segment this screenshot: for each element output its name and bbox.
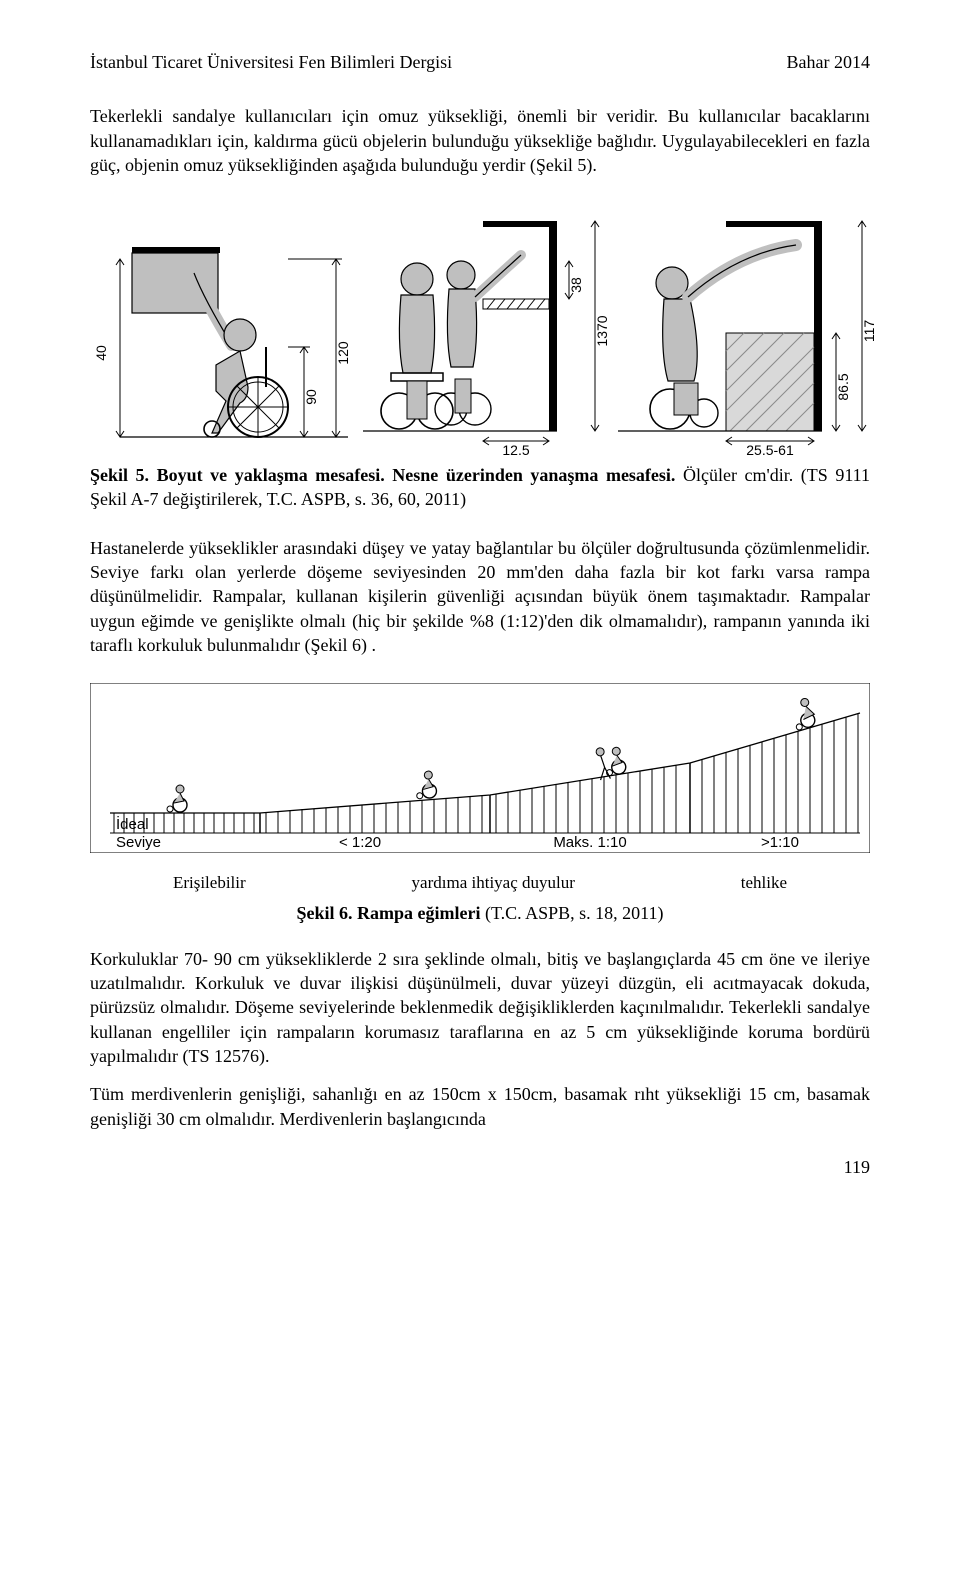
dim-86-5: 86.5 xyxy=(835,373,851,400)
slope-1: < 1:20 xyxy=(339,834,381,851)
ramp-svg: İdeal Seviye < 1:20 Maks. 1:10 >1:10 dis… xyxy=(90,683,870,853)
figure-5-caption: Şekil 5. Boyut ve yaklaşma mesafesi. Nes… xyxy=(90,463,870,512)
figure-6: İdeal Seviye < 1:20 Maks. 1:10 >1:10 dis… xyxy=(90,683,870,859)
ramp-label-help-needed: yardıma ihtiyaç duyulur xyxy=(412,872,575,895)
dim-120: 120 xyxy=(335,341,351,365)
dim-117: 117 xyxy=(861,320,877,343)
ramp-classification-row: Erişilebilir yardıma ihtiyaç duyulur teh… xyxy=(90,872,870,895)
ramp-wheelchair-4-tipping xyxy=(789,697,817,731)
dim-90: 90 xyxy=(303,389,319,405)
dim-1370: 1370 xyxy=(594,315,610,346)
figure-6-caption: Şekil 6. Rampa eğimleri (T.C. ASPB, s. 1… xyxy=(90,901,870,925)
paragraph-3: Korkuluklar 70- 90 cm yüksekliklerde 2 s… xyxy=(90,947,870,1068)
dim-25-5-61: 25.5-61 xyxy=(746,442,794,458)
ramp-label-accessible: Erişilebilir xyxy=(173,872,246,895)
ramp-wheelchair-2 xyxy=(415,771,437,799)
ideal-label-1: İdeal xyxy=(116,815,149,833)
caption6-bold: Şekil 6. Rampa eğimleri xyxy=(296,903,480,923)
figure-5: 40 90 120 xyxy=(90,203,870,449)
page-number: 119 xyxy=(90,1155,870,1179)
ramp-wheelchair-3-with-helper xyxy=(596,745,628,781)
journal-title: İstanbul Ticaret Üniversitesi Fen Biliml… xyxy=(90,50,452,74)
paragraph-2: Hastanelerde yükseklikler arasındaki düş… xyxy=(90,536,870,657)
dim-40: 40 xyxy=(93,345,109,361)
figure5-panel3: 25.5-61 86.5 117 xyxy=(618,203,870,449)
caption6-rest: (T.C. ASPB, s. 18, 2011) xyxy=(480,903,663,923)
dim-38: 38 xyxy=(568,277,584,293)
dim-12-5: 12.5 xyxy=(502,442,529,458)
slope-3: >1:10 xyxy=(761,834,799,851)
paragraph-1: Tekerlekli sandalye kullanıcıları için o… xyxy=(90,104,870,177)
caption5-bold: Şekil 5. Boyut ve yaklaşma mesafesi. Nes… xyxy=(90,465,675,485)
page-header: İstanbul Ticaret Üniversitesi Fen Biliml… xyxy=(90,50,870,74)
slope-2: Maks. 1:10 xyxy=(553,834,626,851)
ramp-wheelchair-1 xyxy=(167,785,187,812)
figure5-panel1: 40 90 120 xyxy=(90,219,348,449)
ideal-label-2: Seviye xyxy=(116,834,161,851)
issue-label: Bahar 2014 xyxy=(787,50,870,74)
figure5-panel2: 12.5 38 1370 xyxy=(363,203,603,449)
ramp-label-danger: tehlike xyxy=(741,872,787,895)
paragraph-4: Tüm merdivenlerin genişliği, sahanlığı e… xyxy=(90,1082,870,1131)
